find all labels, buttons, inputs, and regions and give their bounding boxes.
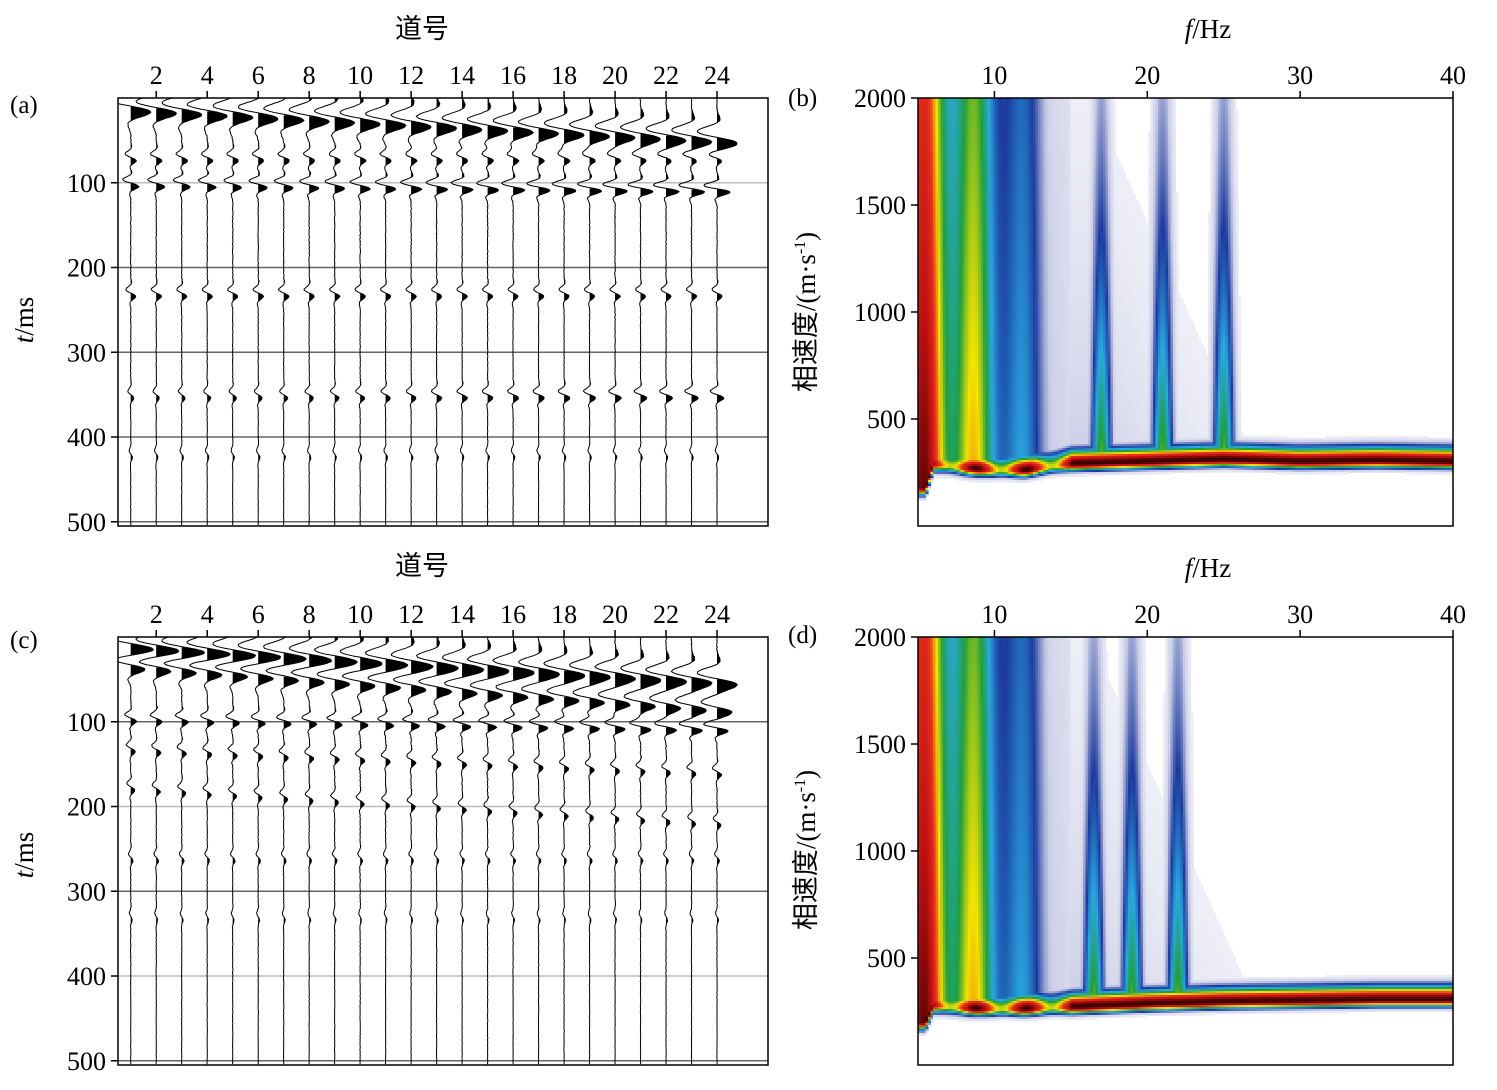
trace-line	[620, 98, 660, 525]
y-axis-title-b-close: )	[791, 232, 821, 241]
y-axis-title-a-unit: /ms	[9, 297, 39, 336]
trace-fill	[207, 111, 227, 525]
trace-fill	[513, 98, 533, 524]
x-tick-label: 12	[398, 61, 424, 90]
x-axis-title-a: 道号	[395, 14, 449, 44]
y-tick-label: 2000	[854, 84, 906, 113]
figure: (a) 道号 t/ms 2 4 6 8 10 12 14 16 18 20 22 24 1002003…	[0, 0, 1497, 1090]
trace-fill	[233, 112, 253, 525]
x-tick-label: 18	[551, 61, 577, 90]
trace-line	[416, 98, 456, 525]
x-tick-label: 10	[981, 61, 1007, 90]
gridlines-a	[118, 183, 768, 522]
panel-b-dispersion: (b) f/Hz 相速度/(m·s-1) 10 20 30 40 500 1000 150…	[788, 14, 1466, 526]
x-tick-label: 10	[347, 61, 373, 90]
x-tick-label: 6	[252, 61, 265, 90]
panel-a-seismic: (a) 道号 t/ms 2 4 6 8 10 12 14 16 18 20 22 24 1002003…	[9, 14, 768, 537]
y-tick-label: 500	[67, 508, 106, 537]
x-tick-label: 30	[1287, 61, 1313, 90]
trace-fill	[615, 98, 635, 525]
x-tick-label: 4	[201, 61, 214, 90]
x-tick-labels-a: 2 4 6 8 10 12 14 16 18 20 22 24	[150, 61, 730, 98]
traces-a	[111, 98, 737, 525]
x-tick-label: 40	[1440, 61, 1466, 90]
y-tick-labels-a: 100 200 300 400 500	[67, 169, 118, 537]
y-tick-labels-b: 500 1000 1500 2000	[854, 84, 918, 434]
trace-fill	[437, 98, 457, 525]
trace-line	[391, 98, 431, 525]
heatmap-b	[918, 98, 1454, 501]
y-axis-title-b-sup: -1	[792, 241, 809, 254]
trace-fill	[309, 98, 329, 522]
x-tick-labels-b: 10 20 30 40	[981, 61, 1466, 98]
x-tick-label: 14	[449, 61, 475, 90]
x-tick-label: 8	[303, 61, 316, 90]
y-axis-title-a: t/ms	[9, 297, 39, 344]
trace-fill	[258, 98, 278, 524]
y-tick-label: 500	[867, 405, 906, 434]
trace-fill	[360, 98, 380, 525]
trace-fill	[564, 98, 584, 525]
y-axis-title-b: 相速度/(m·s-1)	[791, 232, 821, 392]
trace-fill	[666, 99, 686, 525]
y-axis-title-b-main: 相速度/(m·s	[791, 254, 821, 392]
trace-fill	[335, 98, 355, 525]
trace-fill	[488, 98, 508, 524]
trace-line	[315, 98, 355, 525]
trace-line	[519, 98, 559, 525]
trace-line	[187, 98, 227, 525]
panel-label-a: (a)	[10, 92, 38, 119]
x-tick-label: 16	[500, 61, 526, 90]
panel-label-b: (b)	[788, 85, 817, 112]
trace-line	[569, 98, 609, 525]
trace-line	[340, 98, 380, 525]
trace-fill	[462, 98, 482, 525]
trace-fill	[717, 98, 737, 525]
trace-fill	[386, 98, 406, 525]
x-axis-title-b-unit: /Hz	[1192, 14, 1231, 44]
x-axis-title-b: f/Hz	[1185, 14, 1232, 44]
trace-fill	[641, 101, 661, 525]
y-tick-label: 300	[67, 338, 106, 367]
y-tick-label: 1500	[854, 191, 906, 220]
trace-fill	[182, 109, 202, 525]
trace-line	[289, 98, 329, 525]
x-tick-label: 2	[150, 61, 163, 90]
x-tick-label: 20	[602, 61, 628, 90]
x-tick-label: 22	[653, 61, 679, 90]
trace-fill	[131, 106, 151, 525]
trace-line	[442, 98, 482, 525]
x-tick-label: 20	[1134, 61, 1160, 90]
trace-fill	[692, 98, 712, 524]
trace-line	[468, 98, 508, 525]
trace-fill	[411, 98, 431, 524]
y-tick-label: 400	[67, 423, 106, 452]
y-tick-label: 1000	[854, 298, 906, 327]
x-tick-label: 24	[704, 61, 730, 90]
trace-fill	[156, 108, 176, 525]
trace-fill	[284, 98, 304, 525]
y-tick-label: 100	[67, 169, 106, 198]
y-tick-label: 200	[67, 254, 106, 283]
